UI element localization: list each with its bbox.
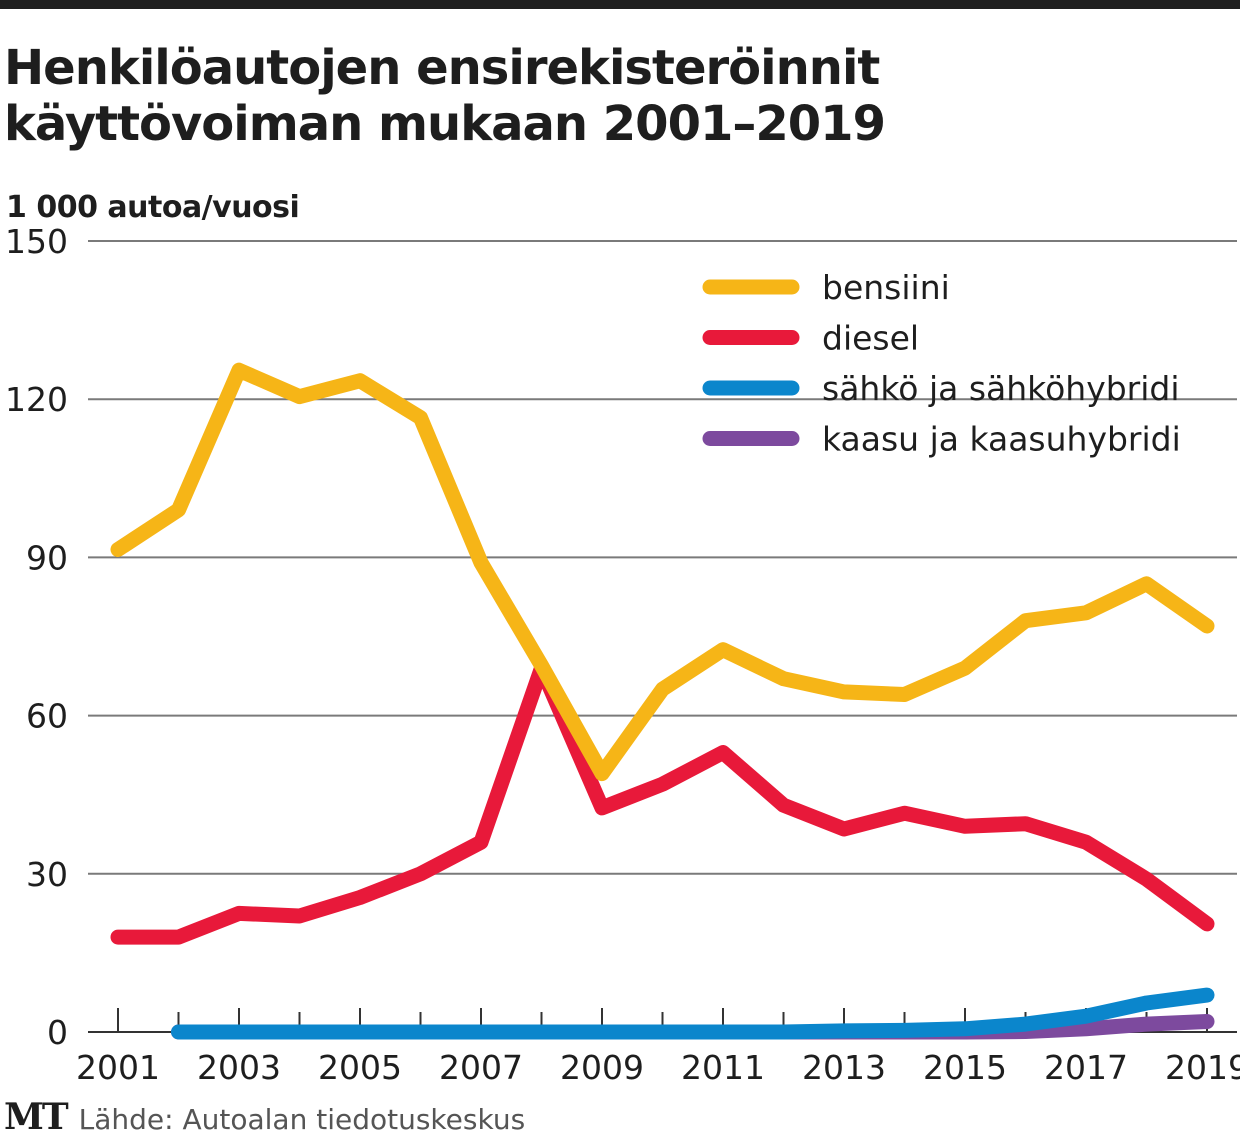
source-text: Lähde: Autoalan tiedotuskeskus — [78, 1103, 526, 1136]
x-tick-label: 2005 — [318, 1048, 402, 1087]
y-axis-unit-label: 1 000 autoa/vuosi — [6, 190, 300, 225]
y-tick-label: 30 — [26, 855, 68, 894]
top-bar — [0, 0, 1240, 9]
chart-title: Henkilöautojen ensirekisteröinnit käyttö… — [4, 40, 886, 152]
legend-label: kaasu ja kaasuhybridi — [822, 420, 1181, 459]
footer: MT Lähde: Autoalan tiedotuskeskus — [4, 1096, 526, 1138]
series-line-sähkö-ja-sähköhybridi — [171, 987, 1215, 1040]
x-tick-label: 2003 — [197, 1048, 281, 1087]
series-line-bensiini — [110, 362, 1215, 782]
x-tick-label: 2011 — [681, 1048, 765, 1087]
x-axis: 2001 2003 2005 2007 2009 2011 2013 2015 2017 2019 — [76, 1008, 1240, 1087]
x-tick-label: 2015 — [923, 1048, 1007, 1087]
mt-logo: MT — [4, 1096, 69, 1138]
legend-label: bensiini — [822, 268, 950, 307]
legend-label: sähkö ja sähköhybridi — [822, 369, 1180, 408]
legend-item: kaasu ja kaasuhybridi — [702, 420, 1181, 459]
y-tick-label: 0 — [47, 1013, 68, 1052]
legend-item: bensiini — [702, 268, 950, 307]
gridlines — [88, 240, 1237, 875]
legend: bensiini diesel sähkö ja sähköhybridi kaasu… — [702, 268, 1181, 459]
x-tick-label: 2001 — [76, 1048, 160, 1087]
x-tick-label: 2009 — [560, 1048, 644, 1087]
series-line-diesel — [110, 660, 1215, 945]
x-tick-label: 2019 — [1165, 1048, 1240, 1087]
series-lines — [110, 362, 1215, 1040]
y-tick-label: 60 — [26, 697, 68, 736]
x-tick-label: 2017 — [1044, 1048, 1128, 1087]
x-tick-label: 2007 — [439, 1048, 523, 1087]
title-line-1: Henkilöautojen ensirekisteröinnit — [4, 40, 880, 96]
legend-item: diesel — [702, 319, 919, 358]
y-tick-label: 90 — [26, 538, 68, 577]
y-axis-ticks: 0 30 60 90 120 150 — [5, 222, 68, 1052]
legend-label: diesel — [822, 319, 919, 358]
x-tick-label: 2013 — [802, 1048, 886, 1087]
legend-item: sähkö ja sähköhybridi — [702, 369, 1180, 408]
title-line-2: käyttövoiman mukaan 2001–2019 — [4, 96, 886, 152]
y-tick-label: 150 — [5, 222, 68, 261]
y-tick-label: 120 — [5, 380, 68, 419]
